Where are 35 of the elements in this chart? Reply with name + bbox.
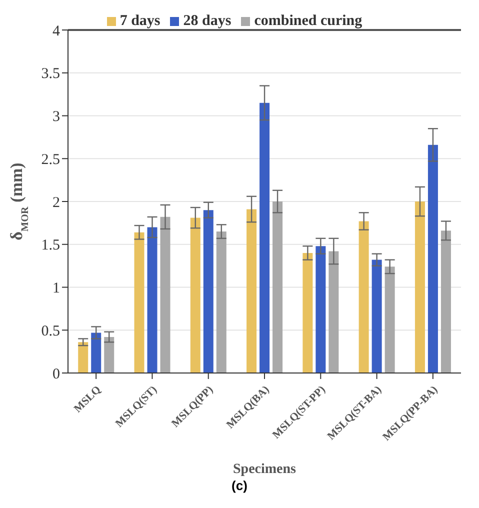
- bar: [190, 218, 200, 373]
- y-tick-label: 2.5: [41, 152, 60, 168]
- bar: [216, 232, 226, 373]
- bar: [358, 221, 369, 373]
- y-tick-label: 0.5: [41, 323, 60, 340]
- bar: [78, 342, 88, 373]
- bar: [104, 336, 114, 373]
- bar: [302, 252, 313, 373]
- legend-label: 28 days: [183, 13, 232, 29]
- bar: [91, 332, 102, 373]
- bar: [372, 260, 382, 373]
- text: (c): [230, 478, 248, 493]
- bar: [160, 216, 170, 373]
- y-tick-label: 2: [52, 194, 60, 211]
- y-tick-label: 3.5: [41, 66, 60, 82]
- bar: [246, 209, 257, 373]
- y-tick-label: 1.5: [41, 238, 60, 254]
- x-axis-title: Specimens: [233, 462, 297, 477]
- y-tick-label: 3: [52, 109, 60, 126]
- bar: [316, 246, 326, 373]
- bar: [440, 230, 451, 373]
- y-tick-label: 1: [52, 280, 60, 297]
- bar: [328, 251, 339, 373]
- bar: [414, 202, 425, 373]
- bar: [203, 210, 214, 373]
- legend-label: combined curing: [254, 13, 362, 29]
- bar: [272, 202, 283, 373]
- y-tick-label: 4: [52, 23, 60, 40]
- y-tick-label: 0: [52, 366, 60, 382]
- bar: [384, 266, 395, 373]
- bar: [134, 232, 144, 373]
- bar: [428, 144, 438, 373]
- bar: [260, 102, 270, 373]
- bar: [147, 227, 158, 373]
- legend-label: 7 days: [120, 13, 160, 29]
